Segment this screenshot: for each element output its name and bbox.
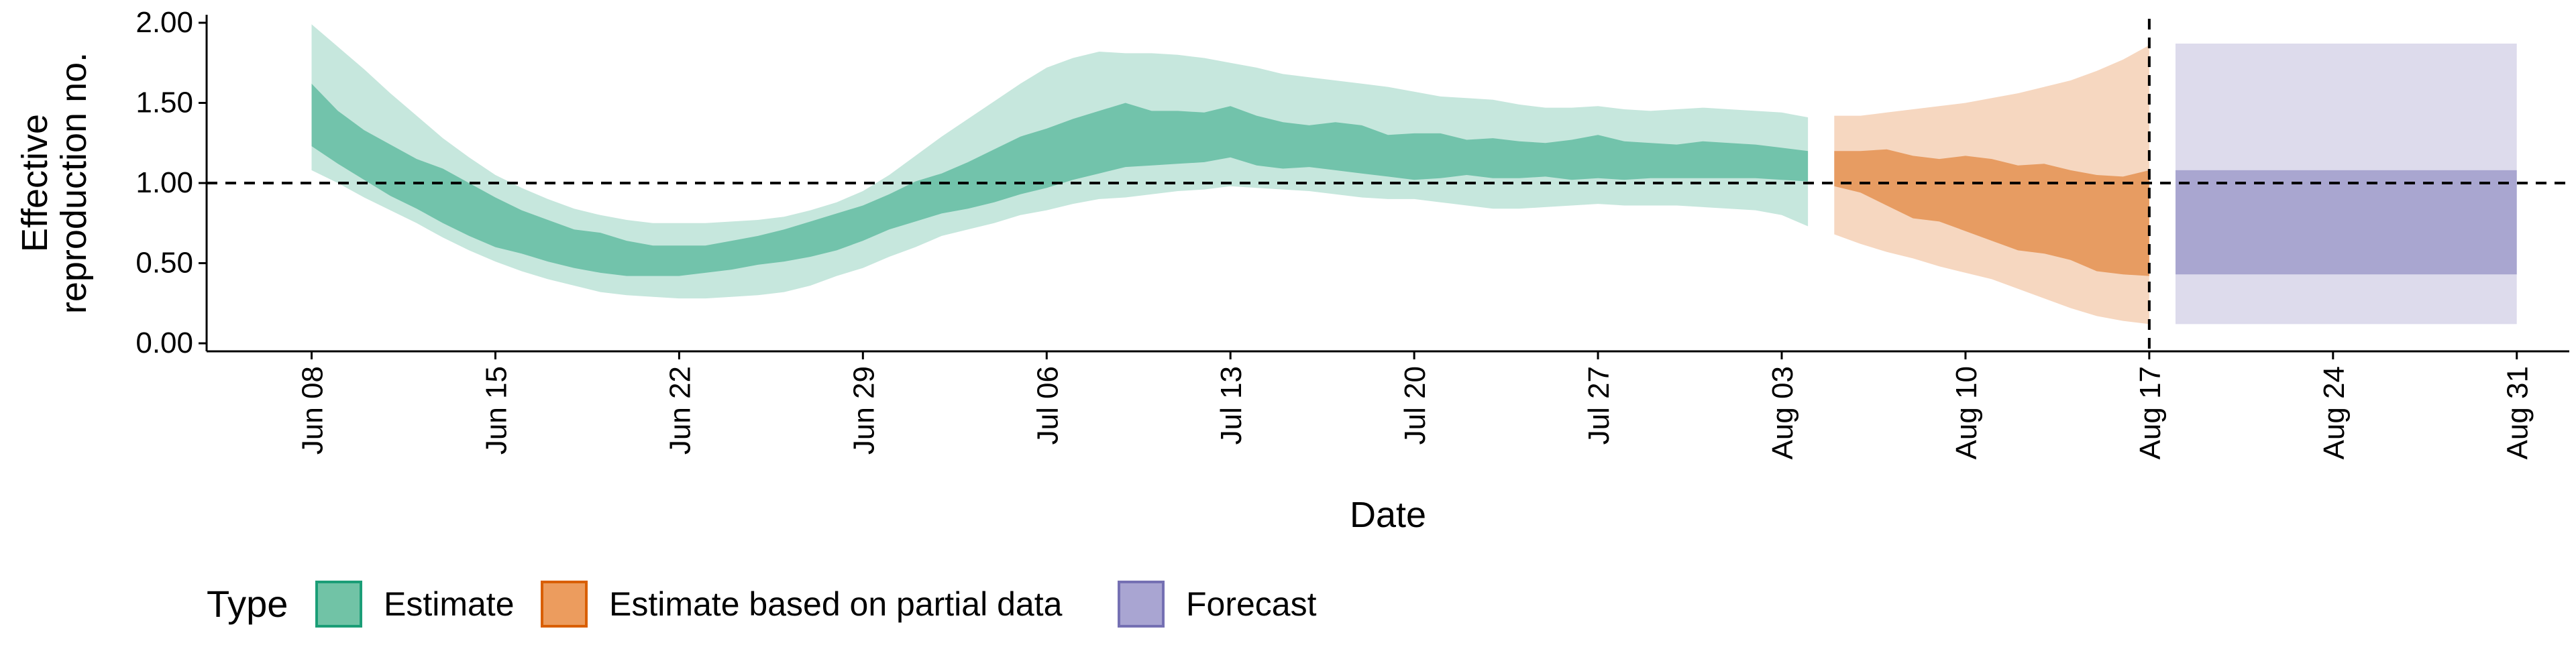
legend-label[interactable]: Forecast bbox=[1186, 585, 1317, 623]
legend-label[interactable]: Estimate bbox=[384, 585, 515, 623]
y-tick-label: 0.00 bbox=[136, 327, 193, 359]
y-tick-label: 1.00 bbox=[136, 166, 193, 199]
x-tick-label: Aug 03 bbox=[1766, 366, 1799, 459]
x-tick-label: Jul 27 bbox=[1582, 366, 1615, 445]
x-tick-label: Jul 13 bbox=[1215, 366, 1248, 445]
x-tick-label: Aug 17 bbox=[2134, 366, 2167, 459]
x-tick-label: Jul 06 bbox=[1031, 366, 1064, 445]
legend-label[interactable]: Estimate based on partial data bbox=[609, 585, 1063, 623]
x-tick-label: Jun 29 bbox=[847, 366, 880, 455]
y-axis-title-line: reproduction no. bbox=[54, 52, 94, 314]
partial-estimate-inner-band bbox=[1834, 149, 2149, 276]
bands-layer bbox=[311, 24, 2517, 325]
legend-swatch[interactable] bbox=[315, 581, 362, 628]
x-tick-label: Jun 08 bbox=[297, 366, 329, 455]
legend: Type Estimate Estimate based on partial da… bbox=[207, 581, 1317, 628]
x-axis-title: Date bbox=[1350, 495, 1426, 535]
y-tick-label: 2.00 bbox=[136, 6, 193, 39]
x-tick-label: Aug 31 bbox=[2502, 366, 2534, 459]
legend-swatch[interactable] bbox=[541, 581, 588, 628]
y-tick-label: 0.50 bbox=[136, 247, 193, 280]
estimate-inner-band bbox=[311, 83, 1809, 276]
x-tick-label: Jul 20 bbox=[1399, 366, 1432, 445]
y-tick-label: 1.50 bbox=[136, 86, 193, 119]
y-axis-title: Effectivereproduction no. bbox=[15, 52, 94, 314]
x-tick-label: Aug 10 bbox=[1950, 366, 1983, 459]
x-tick-label: Aug 24 bbox=[2318, 366, 2351, 459]
legend-swatch[interactable] bbox=[1118, 581, 1165, 628]
x-tick-label: Jun 15 bbox=[480, 366, 513, 455]
forecast-inner-band bbox=[2176, 170, 2517, 275]
y-axis-title-line: Effective bbox=[15, 114, 55, 252]
legend-title: Type bbox=[207, 583, 288, 625]
axes: 0.00 0.50 1.00 1.50 2.00 Jun 08 Jun 15 Jun 22 Ju… bbox=[15, 6, 2569, 535]
x-tick-label: Jun 22 bbox=[663, 366, 696, 455]
